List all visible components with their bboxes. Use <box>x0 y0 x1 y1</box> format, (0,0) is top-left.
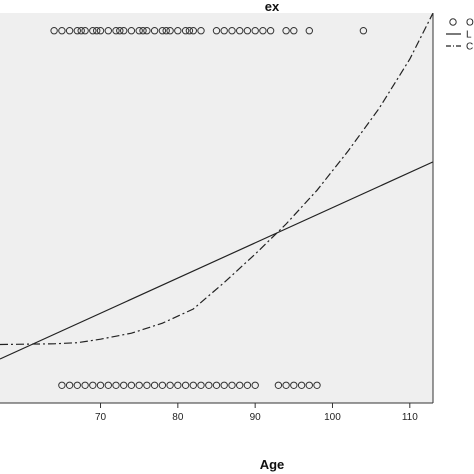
data-point <box>243 381 252 389</box>
data-point <box>112 381 120 389</box>
data-point <box>50 27 58 35</box>
data-point <box>185 27 194 35</box>
data-point <box>96 381 105 389</box>
data-point <box>251 381 259 389</box>
data-point <box>243 27 252 35</box>
x-tick-label: 100 <box>324 412 341 423</box>
data-point <box>93 27 101 35</box>
data-point <box>181 381 190 389</box>
data-point <box>359 27 368 35</box>
legend: OLC <box>446 18 474 53</box>
data-point <box>89 381 97 389</box>
chart-title: ex <box>265 0 280 14</box>
data-point <box>166 27 174 35</box>
data-point <box>135 27 143 35</box>
data-point <box>220 381 228 389</box>
data-point <box>77 27 85 35</box>
data-point <box>104 27 113 35</box>
data-point <box>143 27 151 35</box>
x-tick-label: 80 <box>172 412 184 423</box>
data-point <box>290 381 298 389</box>
data-point <box>282 381 290 389</box>
data-point <box>236 381 244 389</box>
data-point <box>162 27 170 35</box>
data-point <box>290 27 298 35</box>
data-point <box>135 381 143 389</box>
legend-label: C <box>466 42 473 53</box>
data-point <box>220 27 228 35</box>
data-point <box>96 27 105 35</box>
data-point <box>174 27 182 35</box>
data-point <box>89 27 97 35</box>
legend-label: L <box>466 30 472 41</box>
data-point <box>259 27 267 35</box>
data-point <box>81 27 89 35</box>
data-point <box>197 381 205 389</box>
data-point <box>174 381 182 389</box>
x-axis-label: Age <box>260 457 285 472</box>
data-point <box>139 27 147 35</box>
data-point <box>81 381 89 389</box>
data-point <box>58 381 66 389</box>
x-tick-label: 70 <box>95 412 107 423</box>
data-point <box>313 381 321 389</box>
legend-circle-icon <box>449 18 457 26</box>
data-point <box>120 27 128 35</box>
data-point <box>166 381 174 389</box>
data-point <box>158 27 167 35</box>
data-point <box>73 27 82 35</box>
data-point <box>127 27 136 35</box>
data-point <box>266 27 275 35</box>
data-point <box>181 27 190 35</box>
data-point <box>251 27 259 35</box>
data-point <box>150 381 159 389</box>
data-point <box>158 381 167 389</box>
data-point <box>228 27 236 35</box>
x-tick-label: 90 <box>250 412 262 423</box>
data-point <box>112 27 120 35</box>
data-point <box>297 381 306 389</box>
data-point <box>197 27 205 35</box>
data-point <box>189 381 198 389</box>
legend-label: O <box>466 18 474 29</box>
data-point <box>116 27 124 35</box>
data-point <box>143 381 151 389</box>
data-point <box>65 27 74 35</box>
data-point <box>212 381 221 389</box>
data-point <box>120 381 128 389</box>
linear-fit-line <box>0 161 433 360</box>
data-point <box>274 381 283 389</box>
data-point <box>58 27 66 35</box>
data-point <box>236 27 244 35</box>
data-point <box>189 27 198 35</box>
data-point <box>205 381 213 389</box>
data-point <box>127 381 136 389</box>
data-point <box>104 381 113 389</box>
data-point <box>305 381 313 389</box>
data-point <box>150 27 159 35</box>
data-point <box>65 381 74 389</box>
data-point <box>228 381 236 389</box>
data-points <box>50 27 368 389</box>
data-point <box>282 27 290 35</box>
cubic-fit-line <box>0 13 433 346</box>
data-point <box>305 27 313 35</box>
plot-area <box>0 13 433 403</box>
fit-lines <box>0 13 433 360</box>
x-tick-label: 110 <box>402 412 418 423</box>
data-point <box>212 27 221 35</box>
data-point <box>73 381 82 389</box>
x-axis-ticks: 70 80 90 100 110 <box>95 403 418 423</box>
